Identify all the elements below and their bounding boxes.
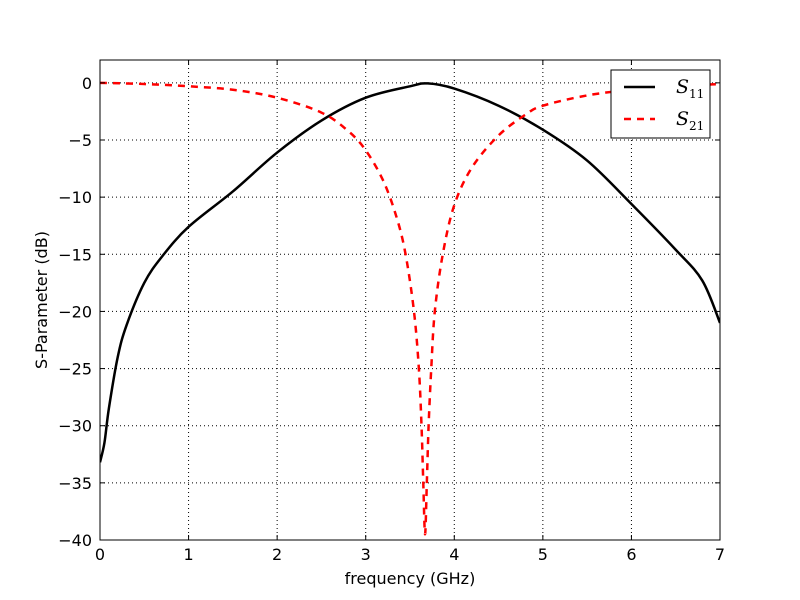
y-tick-label: −10 [58,188,92,207]
y-tick-label: −20 [58,302,92,321]
series-line-s11 [100,82,720,463]
plot-frame [99,59,721,541]
legend-label-s11: S11 [676,76,704,101]
legend: S11 S21 [610,69,711,139]
x-tick-label: 0 [95,545,105,564]
y-tick-label: 0 [82,74,92,93]
y-tick-label: −40 [58,531,92,550]
series-lines [100,81,720,536]
legend-box [610,69,711,139]
x-tick-label: 1 [183,545,193,564]
x-tick-label: 6 [626,545,636,564]
legend-label-s21: S21 [676,108,704,133]
x-tick-label: 4 [449,545,459,564]
series-line-s21 [100,81,720,536]
x-tick-label: 5 [538,545,548,564]
y-tick-label: −25 [58,360,92,379]
x-axis-label: frequency (GHz) [345,569,476,588]
x-tick-label: 7 [715,545,725,564]
x-tick-label: 3 [361,545,371,564]
ticks: 0 1 2 3 4 5 6 7 0 −5 −10 −15 −20 −25 −30 −35 −40 [58,60,725,564]
y-tick-label: −35 [58,474,92,493]
y-tick-label: −30 [58,417,92,436]
y-axis-label: S-Parameter (dB) [32,231,51,369]
y-tick-label: −15 [58,245,92,264]
y-tick-label: −5 [68,131,92,150]
x-tick-label: 2 [272,545,282,564]
